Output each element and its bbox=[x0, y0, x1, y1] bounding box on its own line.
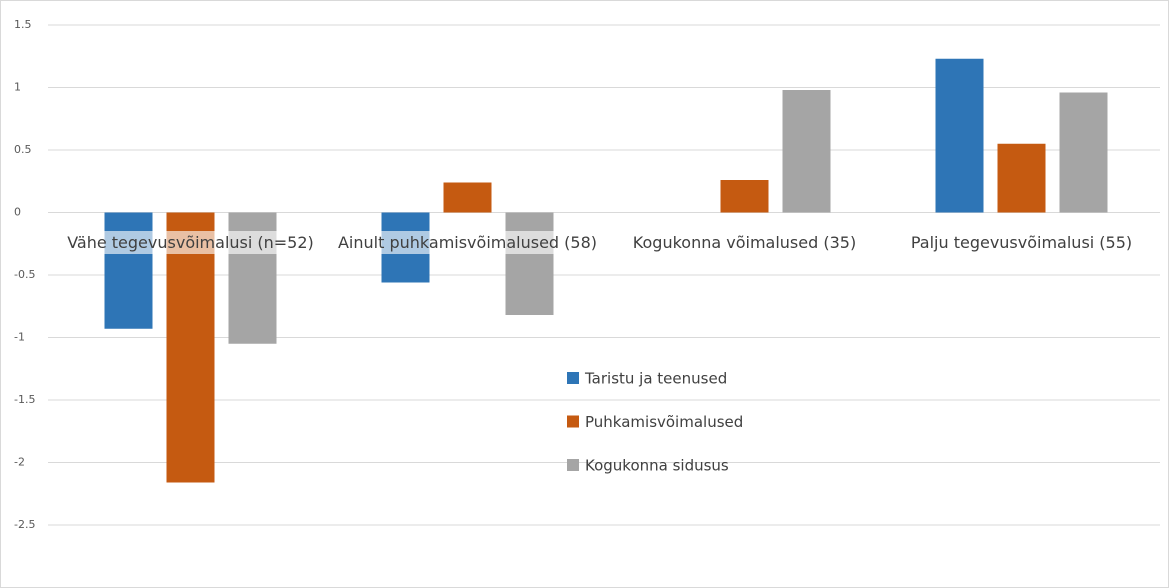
x-tick-label: Kogukonna võimalused (35) bbox=[606, 230, 883, 254]
x-tick-label: Vähe tegevusvõimalusi (n=52) bbox=[52, 230, 329, 254]
legend-label: Taristu ja teenused bbox=[584, 370, 727, 388]
y-tick-label: 0 bbox=[14, 206, 21, 219]
legend-label: Kogukonna sidusus bbox=[585, 457, 729, 475]
y-tick-label: -2 bbox=[14, 456, 25, 469]
bar bbox=[935, 58, 984, 213]
y-tick-label: -0.5 bbox=[14, 268, 35, 281]
bar bbox=[720, 180, 769, 213]
x-tick-label: Palju tegevusvõimalusi (55) bbox=[883, 230, 1160, 254]
x-tick-label: Ainult puhkamisvõimalused (58) bbox=[329, 230, 606, 254]
legend-label: Puhkamisvõimalused bbox=[585, 413, 743, 431]
bar bbox=[997, 143, 1046, 213]
y-tick-label: 1 bbox=[14, 81, 21, 94]
legend-swatch bbox=[567, 459, 579, 471]
legend-swatch bbox=[567, 415, 579, 428]
y-tick-label: 1.5 bbox=[14, 18, 32, 31]
bar bbox=[1059, 92, 1108, 213]
y-tick-label: 0.5 bbox=[14, 143, 32, 156]
bar bbox=[166, 212, 215, 483]
bar bbox=[505, 212, 554, 315]
bar bbox=[782, 90, 831, 213]
y-tick-label: -1.5 bbox=[14, 393, 35, 406]
bar bbox=[443, 182, 492, 213]
y-tick-label: -2.5 bbox=[14, 518, 35, 531]
y-tick-label: -1 bbox=[14, 331, 25, 344]
legend-swatch bbox=[567, 372, 579, 384]
